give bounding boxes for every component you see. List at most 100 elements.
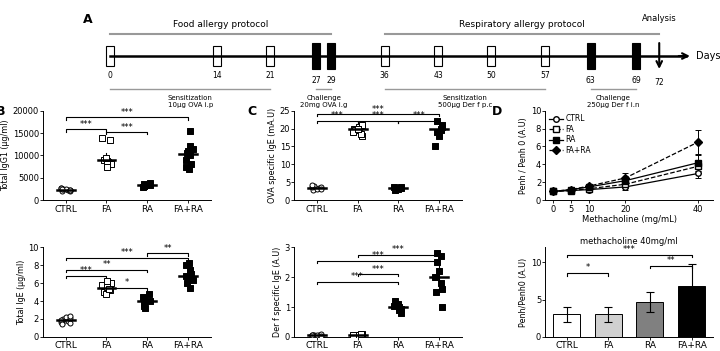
Point (55, 185, 67, 191)
Point (395, 306, 407, 311)
Text: ***: *** (372, 265, 384, 274)
Text: C: C (248, 105, 256, 118)
Text: ***: *** (372, 251, 384, 260)
Point (56, 187, 68, 192)
Text: 14: 14 (212, 71, 222, 80)
Point (350, 127, 361, 133)
Text: 21: 21 (266, 71, 275, 80)
Text: Sensitization
10μg OVA i.p: Sensitization 10μg OVA i.p (168, 94, 213, 108)
Point (56, 188, 68, 193)
Point (311, 332, 323, 338)
Point (138, 300, 150, 306)
Y-axis label: Total IgG1 (μg/ml): Total IgG1 (μg/ml) (1, 120, 10, 191)
Point (64, 315, 76, 321)
Point (309, 183, 320, 189)
Point (181, 262, 192, 268)
Point (96, 282, 107, 288)
Point (182, 276, 194, 282)
Point (436, 253, 447, 259)
Point (430, 289, 441, 295)
Text: Days: Days (696, 51, 720, 61)
Point (306, 333, 318, 338)
Point (315, 331, 327, 337)
Point (144, 180, 156, 186)
Point (184, 260, 195, 266)
Text: **: ** (102, 260, 111, 269)
Point (313, 332, 325, 337)
Point (55, 319, 67, 324)
Point (436, 304, 447, 310)
Point (315, 185, 327, 190)
FancyBboxPatch shape (312, 43, 320, 69)
Point (431, 250, 443, 256)
Point (315, 333, 326, 339)
Point (143, 291, 155, 297)
Y-axis label: OVA specific IgE (mA.U): OVA specific IgE (mA.U) (268, 108, 277, 203)
Text: *: * (585, 263, 590, 272)
Point (102, 285, 113, 290)
Point (184, 267, 196, 272)
Y-axis label: Penh / Penh 0 (A.U): Penh / Penh 0 (A.U) (519, 117, 528, 194)
Text: ***: *** (330, 111, 343, 120)
Bar (595, 314, 622, 337)
Point (64, 187, 76, 193)
Point (60, 314, 72, 320)
Point (138, 183, 150, 189)
Point (435, 126, 446, 131)
Text: ***: *** (80, 120, 92, 129)
Point (102, 158, 113, 164)
Point (307, 333, 319, 338)
Point (431, 129, 443, 135)
Text: B: B (0, 105, 6, 118)
Point (348, 126, 360, 131)
Point (181, 280, 192, 286)
Point (138, 184, 149, 189)
Point (395, 185, 407, 191)
Text: 63: 63 (586, 76, 595, 85)
FancyBboxPatch shape (381, 46, 389, 66)
Point (352, 126, 364, 132)
Point (348, 332, 360, 337)
Text: Analysis: Analysis (642, 14, 677, 23)
Point (352, 126, 364, 131)
Text: A: A (84, 13, 93, 26)
Point (390, 187, 401, 192)
Y-axis label: Der f specific IgE (A.U): Der f specific IgE (A.U) (273, 247, 282, 337)
Text: ***: *** (413, 111, 426, 120)
Point (187, 278, 199, 283)
Point (101, 164, 112, 170)
Point (350, 332, 361, 338)
Text: Respiratory allergy protocol: Respiratory allergy protocol (459, 20, 585, 29)
Text: 0: 0 (108, 71, 112, 80)
Point (64, 320, 76, 325)
FancyBboxPatch shape (213, 46, 221, 66)
FancyBboxPatch shape (434, 46, 442, 66)
Text: 29: 29 (326, 76, 336, 85)
Point (138, 296, 149, 302)
Title: methacholine 40mg/ml: methacholine 40mg/ml (580, 237, 678, 246)
Point (355, 331, 366, 337)
Point (101, 291, 112, 297)
Point (104, 137, 116, 143)
Y-axis label: Penh/Penh0 (A.U): Penh/Penh0 (A.U) (519, 257, 528, 327)
Point (306, 184, 318, 190)
Point (180, 164, 192, 170)
Point (436, 124, 447, 130)
Point (186, 271, 197, 277)
Point (309, 332, 320, 338)
Point (187, 146, 199, 152)
Point (392, 186, 404, 192)
Point (313, 185, 325, 191)
Point (182, 148, 194, 154)
Point (105, 280, 117, 286)
FancyBboxPatch shape (632, 43, 640, 69)
Point (105, 162, 117, 167)
Text: 72: 72 (654, 78, 664, 87)
Point (347, 332, 359, 338)
Point (356, 122, 368, 128)
Point (435, 280, 446, 286)
Point (62, 318, 73, 324)
Point (395, 184, 407, 190)
Text: 69: 69 (631, 76, 642, 85)
Point (181, 151, 192, 156)
